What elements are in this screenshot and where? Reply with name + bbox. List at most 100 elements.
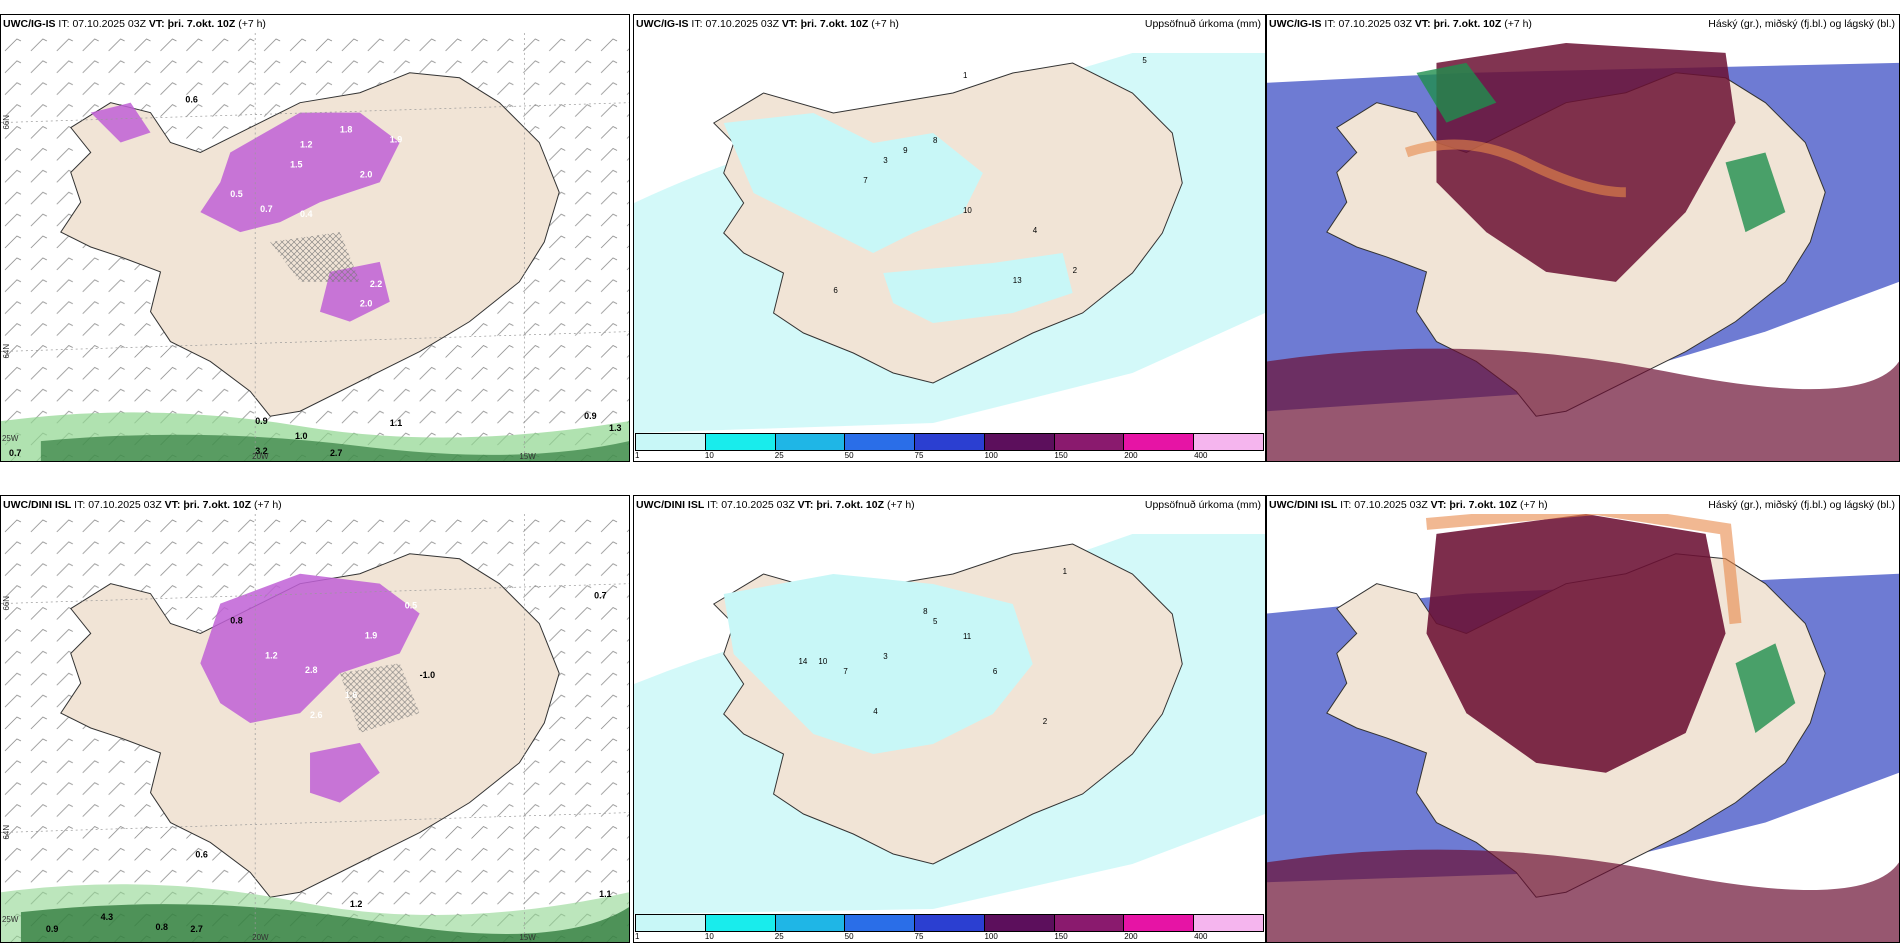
it-label: IT: — [58, 18, 70, 30]
colorbar-swatch — [705, 915, 776, 931]
panel-header: UWC/IG-IS IT: 07.10.2025 03Z VT: þri. 7.… — [1267, 15, 1899, 33]
value-label: 1.5 — [290, 159, 302, 169]
value-label: 1 — [963, 71, 968, 80]
precip-map[interactable]: 1 5 3 9 8 7 10 4 2 6 13 — [634, 33, 1265, 433]
colorbar-ticks: 1 10 25 50 75 100 150 200 400 — [635, 451, 1264, 461]
value-label: 11 — [963, 632, 972, 641]
colorbar-swatch — [1124, 915, 1195, 931]
cloud-map[interactable] — [1267, 514, 1899, 942]
colorbar-tick: 50 — [844, 451, 854, 460]
vt-label: VT: — [1430, 499, 1447, 511]
colorbar-tick: 150 — [1054, 932, 1068, 941]
it-label: IT: — [1340, 499, 1352, 511]
vt-label: VT: — [781, 18, 798, 30]
model-name: UWC/DINI ISL — [636, 499, 705, 511]
high-cloud — [1426, 514, 1726, 773]
it-label: IT: — [691, 18, 703, 30]
colorbar-swatch — [775, 434, 846, 450]
precip-colorbar: 1 10 25 50 75 100 150 200 400 — [635, 914, 1264, 942]
snow-area — [200, 112, 400, 233]
high-cloud — [1267, 849, 1899, 942]
model-name: UWC/IG-IS — [1269, 18, 1322, 30]
colorbar-swatch — [915, 915, 985, 931]
cloud-map[interactable] — [1267, 33, 1899, 461]
value-label: 3 — [883, 652, 888, 661]
vt-label: VT: — [164, 499, 181, 511]
lead-time: (+7 h) — [1504, 18, 1532, 30]
value-label: 2.0 — [360, 169, 372, 179]
snow-map[interactable]: 0.6 1.2 2.0 1.8 1.9 0.7 0.4 0.5 1.5 2.2 … — [1, 33, 629, 461]
forecast-row-1: UWC/IG-IS IT: 07.10.2025 03Z VT: þri. 7.… — [0, 14, 1900, 462]
precip-labels: 1 5 11 3 7 14 10 6 8 4 2 — [798, 567, 1067, 726]
snow-map[interactable]: 0.8 1.2 2.8 1.9 0.5 -1.0 2.6 1.6 0.7 0.6… — [1, 514, 629, 942]
colorbar-swatch — [984, 915, 1055, 931]
precip-map[interactable]: 1 5 11 3 7 14 10 6 8 4 2 — [634, 514, 1265, 914]
value-label: 0.9 — [46, 924, 58, 934]
it-value: 07.10.2025 03Z — [721, 499, 795, 511]
value-label: 0.4 — [300, 209, 312, 219]
it-value: 07.10.2025 03Z — [1338, 18, 1412, 30]
value-label: 14 — [798, 657, 807, 666]
panel-header: UWC/DINI ISL IT: 07.10.2025 03Z VT: þri.… — [1267, 496, 1899, 514]
vt-value: þri. 7.okt. 10Z — [183, 499, 252, 511]
value-label: 0.6 — [195, 849, 207, 859]
colorbar-swatch — [1054, 915, 1125, 931]
colorbar-swatch — [845, 915, 916, 931]
grid-line — [1, 812, 629, 833]
value-label: 9 — [903, 146, 908, 155]
lon-label: 25W — [2, 434, 19, 443]
colorbar-boxes — [635, 433, 1264, 451]
vt-label: VT: — [1414, 18, 1431, 30]
colorbar-tick: 100 — [984, 932, 998, 941]
value-label: 7 — [863, 176, 868, 185]
value-label: 4 — [1033, 226, 1038, 235]
value-label: 1.8 — [340, 125, 352, 135]
precip-area — [723, 113, 983, 253]
it-value: 07.10.2025 03Z — [72, 18, 146, 30]
colorbar-tick: 75 — [914, 451, 924, 460]
value-label: 2.2 — [370, 279, 382, 289]
colorbar-tick: 10 — [704, 451, 714, 460]
colorbar-swatch — [1194, 915, 1264, 931]
colorbar-swatch — [915, 434, 985, 450]
colorbar-tick: 75 — [914, 932, 924, 941]
lon-label: 20W — [252, 933, 269, 942]
grid-line — [1, 102, 629, 123]
snow-area — [90, 102, 151, 143]
precip-area — [883, 253, 1073, 323]
colorbar-tick: 25 — [774, 932, 784, 941]
it-value: 07.10.2025 03Z — [88, 499, 162, 511]
colorbar-tick: 10 — [704, 932, 714, 941]
lead-time: (+7 h) — [1519, 499, 1548, 511]
precip-area — [723, 574, 1033, 754]
low-cloud — [1735, 643, 1796, 733]
value-label: 10 — [963, 206, 972, 215]
precip-title: Uppsöfnuð úrkoma (mm) — [1144, 18, 1261, 30]
grid-line — [1, 331, 629, 352]
low-cloud — [1725, 152, 1786, 233]
snow-area — [310, 742, 380, 803]
colorbar-swatch — [636, 434, 706, 450]
colorbar-tick: 25 — [774, 451, 784, 460]
precip-panel: UWC/IG-IS IT: 07.10.2025 03Z VT: þri. 7.… — [633, 14, 1266, 462]
colorbar-swatch — [845, 434, 916, 450]
vt-value: þri. 7.okt. 10Z — [1433, 18, 1502, 30]
precip-colorbar: 1 10 25 50 75 100 150 200 400 — [635, 433, 1264, 461]
vt-value: þri. 7.okt. 10Z — [1449, 499, 1518, 511]
it-label: IT: — [1324, 18, 1336, 30]
value-label: 1.1 — [599, 889, 611, 899]
colorbar-swatch — [636, 915, 706, 931]
value-label: 1.9 — [365, 630, 377, 640]
snow-area — [200, 573, 420, 724]
value-label: 1.1 — [390, 418, 402, 428]
value-label: 3 — [883, 156, 888, 165]
high-cloud — [1267, 348, 1899, 461]
colorbar-ticks: 1 10 25 50 75 100 150 200 400 — [635, 932, 1264, 942]
snow-labels: 0.8 1.2 2.8 1.9 0.5 -1.0 2.6 1.6 0.7 0.6… — [46, 591, 612, 934]
colorbar-tick: 400 — [1194, 932, 1208, 941]
lat-label: 66N — [2, 115, 11, 130]
low-cloud — [1416, 62, 1497, 123]
value-label: 6 — [833, 286, 838, 295]
snow-wind-panel: UWC/DINI ISL IT: 07.10.2025 03Z VT: þri.… — [0, 495, 630, 943]
vt-value: þri. 7.okt. 10Z — [816, 499, 885, 511]
